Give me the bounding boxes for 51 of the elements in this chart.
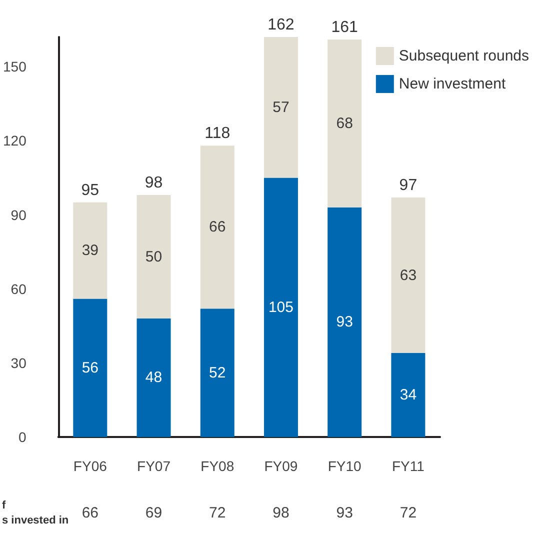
data-label: 56 <box>82 359 99 376</box>
text: f s invested in <box>2 500 69 526</box>
data-label: 39 <box>82 242 99 260</box>
bar <box>73 298 108 437</box>
legend-label: New investment <box>398 76 506 92</box>
total-label: 162 <box>268 16 294 34</box>
data-label: 66 <box>209 218 226 236</box>
bar <box>391 353 426 437</box>
y-tick-label: 120 <box>3 132 27 149</box>
x-tick-label: FY06 <box>73 458 108 474</box>
data-label: 48 <box>145 369 162 386</box>
bar <box>73 202 108 299</box>
y-tick-label: 150 <box>3 58 27 75</box>
bar <box>264 178 298 437</box>
y-tick-label: 30 <box>10 354 27 371</box>
y-tick-label: 0 <box>18 429 27 445</box>
x-tick-label: FY10 <box>328 458 362 474</box>
bar <box>328 207 362 437</box>
text: 93 <box>336 504 353 522</box>
bar <box>136 318 171 437</box>
bar <box>328 39 362 208</box>
total-label: 97 <box>399 176 418 194</box>
x-tick-label: FY09 <box>264 458 298 474</box>
y-tick-label: 60 <box>10 280 27 297</box>
data-label: 52 <box>209 364 226 382</box>
bar <box>264 37 298 178</box>
text: 98 <box>272 504 290 522</box>
total-label: 95 <box>81 182 100 199</box>
x-tick-label: FY08 <box>200 458 234 474</box>
data-label: 34 <box>400 386 417 404</box>
text: 72 <box>209 504 226 522</box>
bar <box>391 197 426 354</box>
data-label: 105 <box>268 298 294 316</box>
data-label: 50 <box>145 248 162 266</box>
data-label: 63 <box>400 266 417 284</box>
data-label: 93 <box>336 314 353 331</box>
text: 72 <box>400 504 417 522</box>
data-label: 57 <box>272 98 290 116</box>
x-tick-label: FY07 <box>137 458 171 474</box>
total-label: 98 <box>144 174 163 192</box>
total-label: 161 <box>331 18 358 36</box>
x-tick-label: FY11 <box>392 458 425 474</box>
bar <box>200 146 234 309</box>
bar <box>200 308 234 437</box>
text: 69 <box>145 504 162 522</box>
y-tick-label: 90 <box>10 206 27 223</box>
total-label: 118 <box>204 125 230 142</box>
legend-label: Subsequent rounds <box>398 48 530 64</box>
bar <box>136 195 171 318</box>
text: 66 <box>82 504 99 522</box>
data-label: 68 <box>336 114 353 132</box>
